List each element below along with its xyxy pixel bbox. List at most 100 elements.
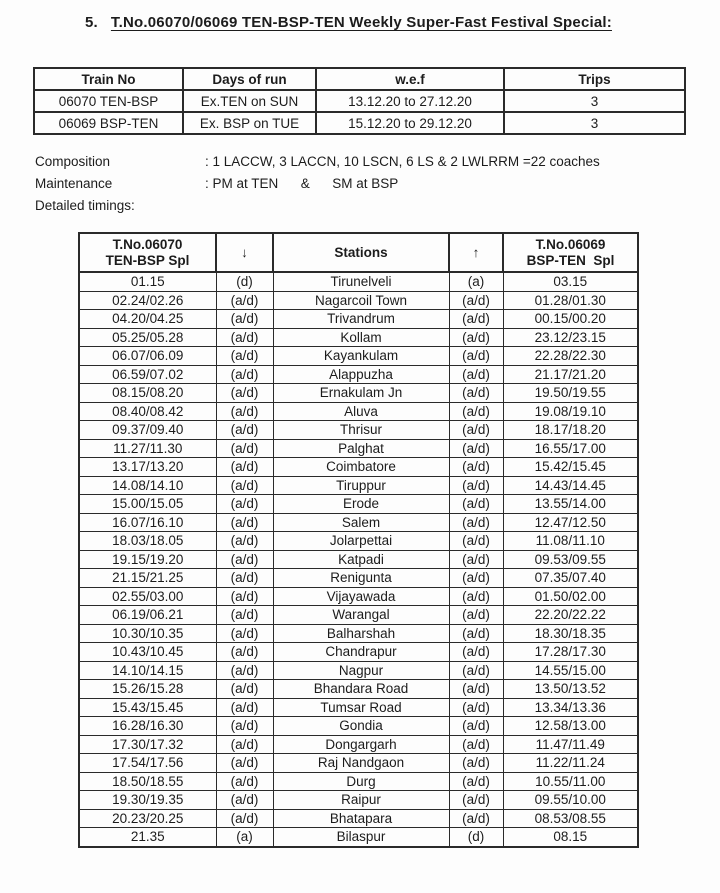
up-mark-cell: (a/d) <box>448 586 504 606</box>
up-time-cell: 17.28/17.30 <box>502 642 639 662</box>
up-mark-cell: (a/d) <box>448 438 504 458</box>
station-cell: Raj Nandgaon <box>272 753 450 773</box>
station-cell: Nagarcoil Town <box>272 290 450 310</box>
down-mark-cell: (a/d) <box>215 697 274 717</box>
down-time-cell: 06.07/06.09 <box>78 346 217 366</box>
up-time-cell: 11.08/11.10 <box>502 531 639 551</box>
timetable-row: 17.54/17.56 (a/d) Raj Nandgaon (a/d) 11.… <box>78 753 639 773</box>
down-mark-cell: (a/d) <box>215 605 274 625</box>
down-time-cell: 06.19/06.21 <box>78 605 217 625</box>
up-mark-cell: (a/d) <box>448 420 504 440</box>
summary-table-row: 06070 TEN-BSP Ex.TEN on SUN 13.12.20 to … <box>33 89 686 113</box>
station-cell: Tumsar Road <box>272 697 450 717</box>
up-mark-cell: (a/d) <box>448 623 504 643</box>
wef-cell: 13.12.20 to 27.12.20 <box>315 89 505 113</box>
down-time-cell: 01.15 <box>78 271 217 292</box>
down-time-cell: 15.43/15.45 <box>78 697 217 717</box>
up-train-number: T.No.06069 <box>535 236 606 252</box>
station-cell: Bilaspur <box>272 827 450 847</box>
timetable-row: 06.59/07.02 (a/d) Alappuzha (a/d) 21.17/… <box>78 364 639 384</box>
down-time-cell: 08.15/08.20 <box>78 383 217 403</box>
station-cell: Durg <box>272 771 450 791</box>
down-mark-cell: (a/d) <box>215 309 274 329</box>
station-cell: Erode <box>272 494 450 514</box>
station-cell: Ernakulam Jn <box>272 383 450 403</box>
down-mark-cell: (a/d) <box>215 531 274 551</box>
col-header-train-no: Train No <box>33 67 184 91</box>
station-cell: Kollam <box>272 327 450 347</box>
up-mark-cell: (a/d) <box>448 642 504 662</box>
timetable-row: 16.07/16.10 (a/d) Salem (a/d) 12.47/12.5… <box>78 512 639 532</box>
composition-value: : 1 LACCW, 3 LACCN, 10 LSCN, 6 LS & 2 LW… <box>205 154 600 169</box>
up-mark-cell: (a/d) <box>448 401 504 421</box>
down-mark-cell: (a/d) <box>215 734 274 754</box>
down-mark-cell: (a/d) <box>215 660 274 680</box>
summary-header-row: Train No Days of run w.e.f Trips <box>33 67 686 91</box>
up-time-cell: 01.50/02.00 <box>502 586 639 606</box>
up-mark-cell: (a/d) <box>448 734 504 754</box>
down-mark-cell: (a) <box>215 827 274 847</box>
timetable-row: 10.30/10.35 (a/d) Balharshah (a/d) 18.30… <box>78 623 639 643</box>
up-mark-cell: (a/d) <box>448 753 504 773</box>
up-mark-cell: (a/d) <box>448 808 504 828</box>
down-mark-cell: (a/d) <box>215 401 274 421</box>
up-time-cell: 12.47/12.50 <box>502 512 639 532</box>
up-time-cell: 13.34/13.36 <box>502 697 639 717</box>
down-time-cell: 15.00/15.05 <box>78 494 217 514</box>
station-cell: Chandrapur <box>272 642 450 662</box>
down-time-cell: 14.08/14.10 <box>78 475 217 495</box>
up-mark-cell: (a/d) <box>448 457 504 477</box>
station-cell: Bhandara Road <box>272 679 450 699</box>
col-header-down-train: T.No.06070 TEN-BSP Spl <box>78 232 217 273</box>
train-summary-table: Train No Days of run w.e.f Trips 06070 T… <box>33 67 686 135</box>
page-title: T.No.06070/06069 TEN-BSP-TEN Weekly Supe… <box>110 14 612 31</box>
col-header-days-of-run: Days of run <box>182 67 317 91</box>
up-time-cell: 19.08/19.10 <box>502 401 639 421</box>
down-mark-cell: (a/d) <box>215 438 274 458</box>
up-mark-cell: (a/d) <box>448 771 504 791</box>
days-of-run-cell: Ex. BSP on TUE <box>182 111 317 135</box>
up-time-cell: 13.50/13.52 <box>502 679 639 699</box>
maintenance-label: Maintenance <box>35 176 113 191</box>
timetable-row: 21.15/21.25 (a/d) Renigunta (a/d) 07.35/… <box>78 568 639 588</box>
maintenance-row: Maintenance : PM at TEN & SM at BSP <box>35 173 720 195</box>
up-time-cell: 09.53/09.55 <box>502 549 639 569</box>
timetable-row: 01.15 (d) Tirunelveli (a) 03.15 <box>78 271 639 292</box>
up-time-cell: 08.15 <box>502 827 639 847</box>
timetable-row: 18.03/18.05 (a/d) Jolarpettai (a/d) 11.0… <box>78 531 639 551</box>
timetable-row: 02.24/02.26 (a/d) Nagarcoil Town (a/d) 0… <box>78 290 639 310</box>
down-time-cell: 02.55/03.00 <box>78 586 217 606</box>
detailed-timings-heading: Detailed timings: <box>35 195 720 217</box>
station-cell: Jolarpettai <box>272 531 450 551</box>
timetable-row: 06.07/06.09 (a/d) Kayankulam (a/d) 22.28… <box>78 346 639 366</box>
col-header-trips: Trips <box>503 67 686 91</box>
down-mark-cell: (a/d) <box>215 642 274 662</box>
station-cell: Palghat <box>272 438 450 458</box>
up-time-cell: 11.47/11.49 <box>502 734 639 754</box>
up-mark-cell: (a/d) <box>448 290 504 310</box>
up-time-cell: 08.53/08.55 <box>502 808 639 828</box>
timetable-row: 15.00/15.05 (a/d) Erode (a/d) 13.55/14.0… <box>78 494 639 514</box>
down-time-cell: 18.03/18.05 <box>78 531 217 551</box>
station-cell: Nagpur <box>272 660 450 680</box>
down-mark-cell: (a/d) <box>215 420 274 440</box>
up-mark-cell: (a/d) <box>448 346 504 366</box>
down-mark-cell: (a/d) <box>215 512 274 532</box>
up-time-cell: 19.50/19.55 <box>502 383 639 403</box>
col-header-wef: w.e.f <box>315 67 505 91</box>
train-no-cell: 06069 BSP-TEN <box>33 111 184 135</box>
section-number: 5. <box>85 14 98 31</box>
down-time-cell: 02.24/02.26 <box>78 290 217 310</box>
timetable-row: 08.40/08.42 (a/d) Aluva (a/d) 19.08/19.1… <box>78 401 639 421</box>
up-arrow-icon: ↑ <box>448 232 504 273</box>
down-train-name: TEN-BSP Spl <box>105 252 190 268</box>
down-time-cell: 17.54/17.56 <box>78 753 217 773</box>
up-mark-cell: (a/d) <box>448 568 504 588</box>
station-cell: Alappuzha <box>272 364 450 384</box>
summary-table-row: 06069 BSP-TEN Ex. BSP on TUE 15.12.20 to… <box>33 111 686 135</box>
up-time-cell: 07.35/07.40 <box>502 568 639 588</box>
station-cell: Vijayawada <box>272 586 450 606</box>
up-time-cell: 21.17/21.20 <box>502 364 639 384</box>
up-mark-cell: (a/d) <box>448 531 504 551</box>
up-mark-cell: (a/d) <box>448 512 504 532</box>
